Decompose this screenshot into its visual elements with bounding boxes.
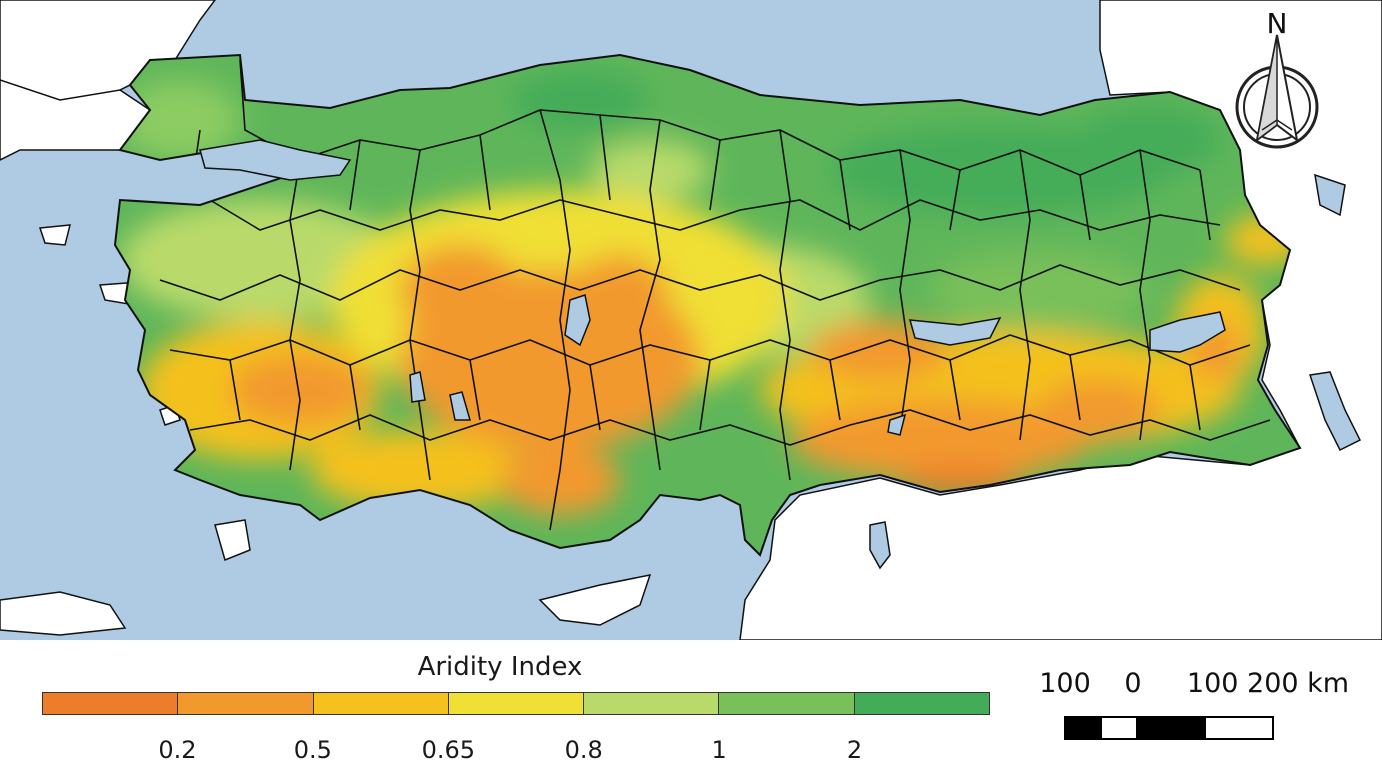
egirdir-lake xyxy=(449,391,471,421)
legend-swatch xyxy=(854,693,989,714)
scale-label-0: 0 xyxy=(1124,668,1142,699)
scale-label-100-left: 100 xyxy=(1039,668,1091,699)
legend-swatch xyxy=(584,693,720,714)
province-borders xyxy=(150,59,1271,531)
legend-tick-label: 0.2 xyxy=(158,736,197,764)
scale-bar-segment xyxy=(1066,718,1102,738)
legend-swatch xyxy=(719,693,855,714)
dam-lake-south xyxy=(887,413,907,436)
legend-swatch xyxy=(448,693,585,714)
scale-bar xyxy=(1064,716,1274,740)
scale-bar-segment xyxy=(1206,718,1272,738)
lakes xyxy=(199,139,1226,436)
legend-tick-label: 1 xyxy=(711,736,727,764)
neighbor-land xyxy=(0,0,1382,641)
scale-bar-segment xyxy=(1136,718,1206,738)
scale-bar-segment xyxy=(1102,718,1136,738)
map-canvas: N xyxy=(0,0,1382,641)
legend-tick-label: 0.8 xyxy=(564,736,603,764)
legend: Aridity Index 0.2 0.5 0.65 0.8 1 2 100 0 100 … xyxy=(0,640,1382,765)
legend-title: Aridity Index xyxy=(417,652,583,682)
legend-tick-label: 2 xyxy=(846,736,863,764)
legend-tick-label: 0.5 xyxy=(293,736,332,764)
ataturk-dam-lake xyxy=(908,317,1002,346)
legend-tick-label: 0.65 xyxy=(421,736,475,764)
marmara-sea xyxy=(199,139,352,181)
turkey-outline xyxy=(113,53,1302,557)
north-arrow-icon: N xyxy=(1235,7,1319,149)
legend-swatch xyxy=(313,693,449,714)
north-label: N xyxy=(1267,7,1288,40)
legend-swatch xyxy=(178,693,314,714)
legend-colorbar xyxy=(42,692,990,715)
lake-van xyxy=(1149,311,1226,353)
legend-swatch xyxy=(43,693,179,714)
salt-lake xyxy=(564,294,591,347)
scale-label-km: 100 200 km xyxy=(1186,668,1350,699)
beysehir-lake xyxy=(409,371,426,403)
aridity-map: N xyxy=(0,0,1382,641)
